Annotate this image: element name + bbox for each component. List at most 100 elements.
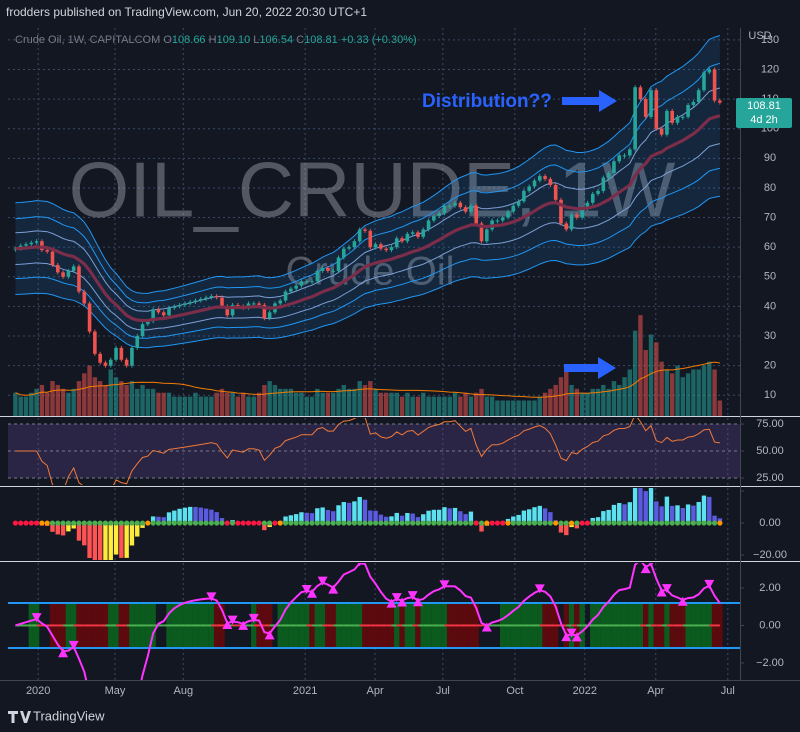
squeeze-dot bbox=[293, 520, 299, 526]
squeeze-dot bbox=[113, 520, 119, 526]
candle bbox=[236, 304, 240, 307]
squeeze-dot bbox=[288, 520, 294, 526]
momentum-bar bbox=[685, 504, 691, 524]
squeeze-dot bbox=[452, 520, 458, 526]
squeeze-dot bbox=[219, 520, 225, 526]
candle bbox=[511, 205, 516, 212]
squeeze-dot bbox=[606, 520, 612, 526]
squeeze-dot bbox=[478, 520, 485, 526]
candle bbox=[718, 100, 722, 103]
candle bbox=[479, 223, 484, 242]
squeeze-dot bbox=[711, 520, 718, 526]
squeeze-dot bbox=[643, 520, 649, 526]
x-tick-label: May bbox=[105, 685, 126, 697]
candle bbox=[98, 353, 102, 363]
squeeze-dot bbox=[314, 520, 320, 526]
momentum-bar bbox=[368, 510, 373, 524]
squeeze-dot bbox=[526, 520, 532, 526]
last-price: 108.81 bbox=[747, 100, 781, 112]
legend-value: 106.54 bbox=[259, 34, 293, 46]
volume-bar bbox=[685, 373, 691, 416]
peak-marker bbox=[439, 580, 450, 590]
candle bbox=[193, 300, 198, 302]
squeeze-dot bbox=[118, 520, 124, 526]
candle bbox=[606, 173, 611, 178]
momentum-bar bbox=[188, 506, 193, 524]
squeeze-dot bbox=[637, 520, 644, 526]
momentum-bar bbox=[632, 488, 638, 524]
volume-bar bbox=[119, 381, 124, 416]
volume-bar bbox=[590, 388, 595, 416]
squeeze-dot bbox=[44, 520, 50, 526]
volume-bar bbox=[511, 400, 516, 416]
trough-marker bbox=[222, 619, 233, 629]
squeeze-dot bbox=[12, 520, 19, 526]
momentum-bar bbox=[394, 512, 399, 524]
squeeze-dot bbox=[203, 520, 209, 526]
volume-bar bbox=[516, 400, 521, 416]
squeeze-dot bbox=[208, 520, 214, 526]
oscillator-line bbox=[15, 563, 721, 680]
y-tick-label: 60 bbox=[764, 241, 776, 253]
squeeze-dot bbox=[129, 520, 135, 526]
candle bbox=[119, 347, 124, 360]
watermark-name: Crude Oil bbox=[286, 250, 455, 294]
candle bbox=[50, 251, 55, 265]
candle bbox=[161, 312, 166, 316]
momentum-bar bbox=[479, 523, 484, 532]
momentum-bar bbox=[320, 507, 325, 524]
y-tick-label: 20 bbox=[764, 360, 776, 372]
y-tick-label: 90 bbox=[764, 152, 776, 164]
candle bbox=[61, 272, 65, 277]
squeeze-dot bbox=[282, 520, 289, 526]
momentum-bar bbox=[82, 523, 87, 546]
volume-bar bbox=[18, 396, 23, 416]
momentum-bar bbox=[209, 509, 214, 524]
candle bbox=[389, 247, 394, 251]
candle bbox=[559, 199, 563, 224]
momentum-bar bbox=[670, 505, 675, 524]
squeeze-dot bbox=[510, 520, 516, 526]
momentum-bar bbox=[214, 512, 219, 524]
candle bbox=[649, 90, 653, 117]
squeeze-dot bbox=[341, 520, 347, 526]
volume-bar bbox=[309, 396, 315, 416]
volume-bar bbox=[34, 388, 39, 416]
trough-marker bbox=[561, 632, 572, 642]
candle bbox=[66, 270, 71, 277]
candle bbox=[405, 233, 410, 242]
trough-marker bbox=[412, 597, 423, 607]
momentum-bar bbox=[468, 511, 474, 524]
band-line bbox=[15, 143, 721, 331]
volume-bar bbox=[188, 396, 193, 416]
squeeze-dot bbox=[717, 520, 723, 526]
x-tick-label: 2022 bbox=[573, 685, 597, 697]
trough-marker bbox=[677, 596, 688, 606]
volume-bar bbox=[664, 369, 670, 416]
candle bbox=[580, 208, 584, 218]
volume-bar bbox=[373, 388, 378, 416]
volume-bar bbox=[574, 388, 580, 416]
momentum-bar bbox=[447, 508, 452, 524]
peak-marker bbox=[68, 640, 79, 650]
volume-bar bbox=[670, 373, 675, 416]
oscillator-pane bbox=[8, 563, 740, 680]
squeeze-dot bbox=[494, 520, 501, 526]
squeeze-dot bbox=[34, 520, 40, 526]
volume-bar bbox=[383, 392, 389, 416]
momentum-bar bbox=[293, 514, 299, 524]
squeeze-dot bbox=[256, 520, 262, 526]
volume-bar bbox=[717, 400, 723, 416]
trough-marker bbox=[397, 597, 408, 607]
squeeze-dot bbox=[415, 520, 421, 526]
momentum-bar bbox=[92, 523, 98, 560]
x-tick-label: Apr bbox=[366, 685, 383, 697]
volume-bar bbox=[564, 369, 569, 416]
volume-bar bbox=[611, 381, 617, 416]
y-tick-label: −20.00 bbox=[753, 549, 787, 561]
momentum-bar bbox=[352, 501, 357, 524]
annotation: Distribution?? bbox=[422, 91, 552, 112]
momentum-bar bbox=[638, 488, 643, 524]
x-tick-label: Aug bbox=[174, 685, 194, 697]
volume-bar bbox=[39, 384, 45, 416]
